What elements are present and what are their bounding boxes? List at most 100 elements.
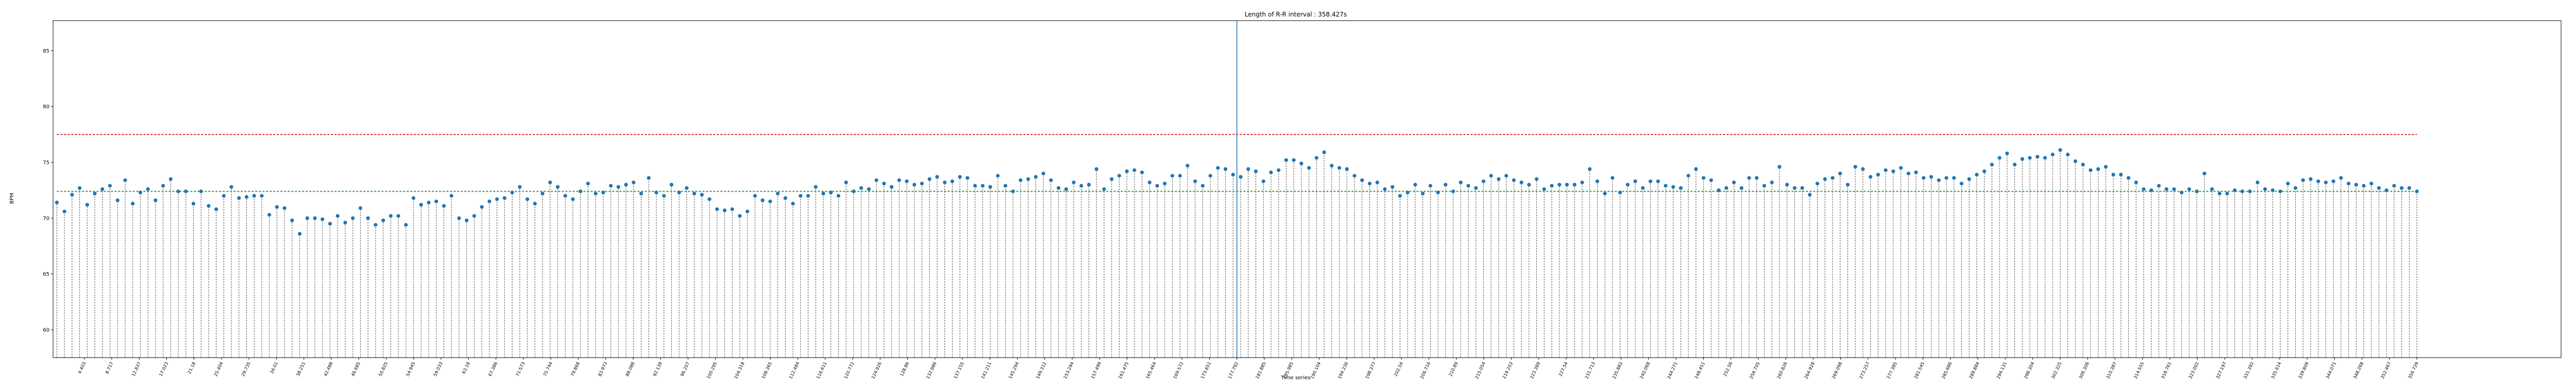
x-tick-label: 46.685 xyxy=(350,361,362,377)
x-tick-label: 38.251 xyxy=(296,361,307,377)
data-point xyxy=(1785,182,1789,187)
data-point xyxy=(2066,153,2070,157)
data-point xyxy=(1094,167,1098,171)
data-point xyxy=(1481,179,1486,183)
data-point xyxy=(1064,187,1068,191)
data-point xyxy=(745,209,750,213)
data-point xyxy=(290,218,294,223)
data-point xyxy=(1831,176,1835,180)
data-point xyxy=(540,192,545,196)
data-point xyxy=(905,179,909,183)
data-point xyxy=(958,175,962,179)
x-tick-label: 161.475 xyxy=(1117,361,1130,380)
data-point xyxy=(783,196,787,200)
x-tick-label: 356.729 xyxy=(2408,361,2420,380)
data-point xyxy=(1072,180,1076,184)
data-point xyxy=(2369,181,2374,186)
data-point xyxy=(146,187,150,191)
data-point xyxy=(1686,174,1690,178)
x-tick-label: 352.467 xyxy=(2380,361,2393,380)
x-tick-label: 96.207 xyxy=(680,361,691,377)
x-tick-label: 67.386 xyxy=(488,361,499,377)
data-point xyxy=(2301,178,2305,182)
data-point xyxy=(305,216,310,220)
data-point xyxy=(2111,173,2115,177)
x-tick-label: 194.236 xyxy=(1337,361,1350,380)
y-tick-label: 60 xyxy=(43,327,49,333)
data-point xyxy=(2058,148,2062,152)
data-point xyxy=(1891,169,1895,173)
data-point xyxy=(594,192,598,196)
data-point xyxy=(1398,194,1402,198)
data-point xyxy=(586,181,590,186)
data-point xyxy=(1033,175,1038,179)
data-point xyxy=(1512,178,1516,182)
x-tick-label: 12.837 xyxy=(131,361,142,377)
y-tick-label: 80 xyxy=(43,104,49,110)
x-tick-label: 25.404 xyxy=(213,361,225,377)
x-tick-label: 137.155 xyxy=(953,361,965,380)
data-point xyxy=(1375,180,1379,184)
data-point xyxy=(1937,178,1941,182)
data-point xyxy=(252,194,256,198)
x-tick-label: 145.294 xyxy=(1008,361,1020,380)
data-point xyxy=(1163,181,1167,186)
data-point xyxy=(77,186,82,190)
data-point xyxy=(1815,181,1820,186)
data-point xyxy=(1724,186,1728,190)
x-tick-label: 108.365 xyxy=(761,361,773,380)
x-tick-label: 177.792 xyxy=(1228,361,1240,380)
data-point xyxy=(374,223,378,227)
x-tick-label: 63.18 xyxy=(462,361,471,375)
data-point xyxy=(404,223,408,227)
x-tick-label: 240.068 xyxy=(1639,361,1652,380)
data-point xyxy=(1087,182,1091,187)
data-point xyxy=(1057,186,1061,190)
data-point xyxy=(2263,187,2267,191)
x-tick-label: 231.713 xyxy=(1584,361,1597,380)
data-point xyxy=(2089,168,2093,172)
data-point xyxy=(335,214,340,218)
data-point xyxy=(191,201,196,206)
data-point xyxy=(465,218,469,223)
data-point xyxy=(1110,177,1114,181)
data-point xyxy=(154,198,158,203)
data-point xyxy=(214,207,218,211)
data-point xyxy=(1808,193,1812,197)
x-tick-label: 298.304 xyxy=(2023,361,2036,380)
data-point xyxy=(2316,179,2320,183)
x-tick-label: 323.002 xyxy=(2188,361,2200,380)
data-point xyxy=(1572,182,1577,187)
data-point xyxy=(313,216,317,220)
x-tick-label: 331.392 xyxy=(2243,361,2255,380)
x-tick-label: 54.945 xyxy=(405,361,417,377)
data-point xyxy=(1261,179,1265,183)
data-point xyxy=(836,194,841,198)
data-point xyxy=(1200,183,1205,188)
data-point xyxy=(647,176,651,180)
x-tick-label: 157.499 xyxy=(1090,361,1103,380)
data-point xyxy=(814,185,818,189)
data-point xyxy=(654,190,658,195)
data-point xyxy=(1800,186,1804,190)
x-tick-label: 71.573 xyxy=(515,361,527,377)
data-point xyxy=(480,205,484,209)
data-point xyxy=(510,190,514,195)
data-point xyxy=(2256,180,2260,184)
data-point xyxy=(867,187,871,191)
data-point xyxy=(343,221,347,225)
data-point xyxy=(927,177,931,181)
data-point xyxy=(427,200,431,205)
data-point xyxy=(1732,180,1736,184)
data-point xyxy=(1269,170,1273,175)
data-point xyxy=(2028,156,2032,160)
data-point xyxy=(1474,186,1478,190)
data-point xyxy=(791,201,795,206)
data-point xyxy=(1534,177,1539,181)
data-point xyxy=(2172,187,2176,191)
data-point xyxy=(753,194,757,198)
data-point xyxy=(1762,183,1767,188)
data-point xyxy=(1975,173,1979,177)
data-point xyxy=(700,193,704,197)
data-point xyxy=(1557,182,1562,187)
